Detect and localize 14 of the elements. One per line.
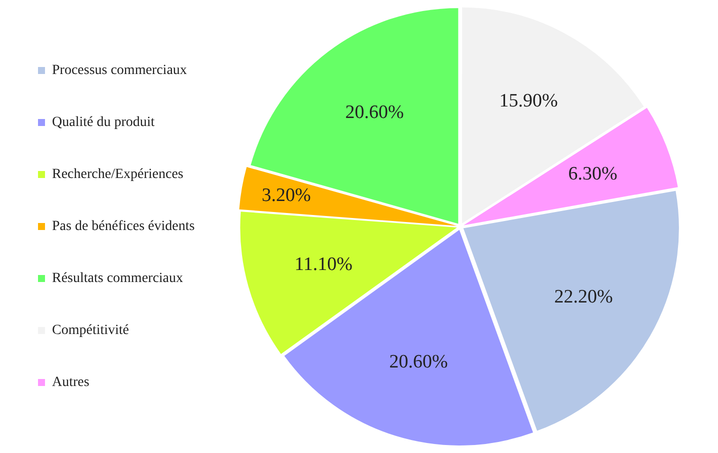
data-label: 6.30% [568,164,618,185]
legend-label: Qualité du produit [52,115,155,130]
legend-label: Pas de bénéfices évidents [52,219,195,234]
legend-label: Processus commerciaux [52,63,187,78]
data-label: 15.90% [499,90,558,112]
legend-label: Autres [52,375,90,390]
legend-label: Résultats commerciaux [52,271,184,286]
data-label: 22.20% [554,286,613,308]
data-label: 20.60% [345,102,404,124]
data-label: 20.60% [389,351,448,372]
legend-label: Compétitivité [52,323,129,338]
legend-label: Recherche/Expériences [52,167,184,182]
data-label: 3.20% [262,184,312,206]
data-label: 11.10% [294,254,353,276]
